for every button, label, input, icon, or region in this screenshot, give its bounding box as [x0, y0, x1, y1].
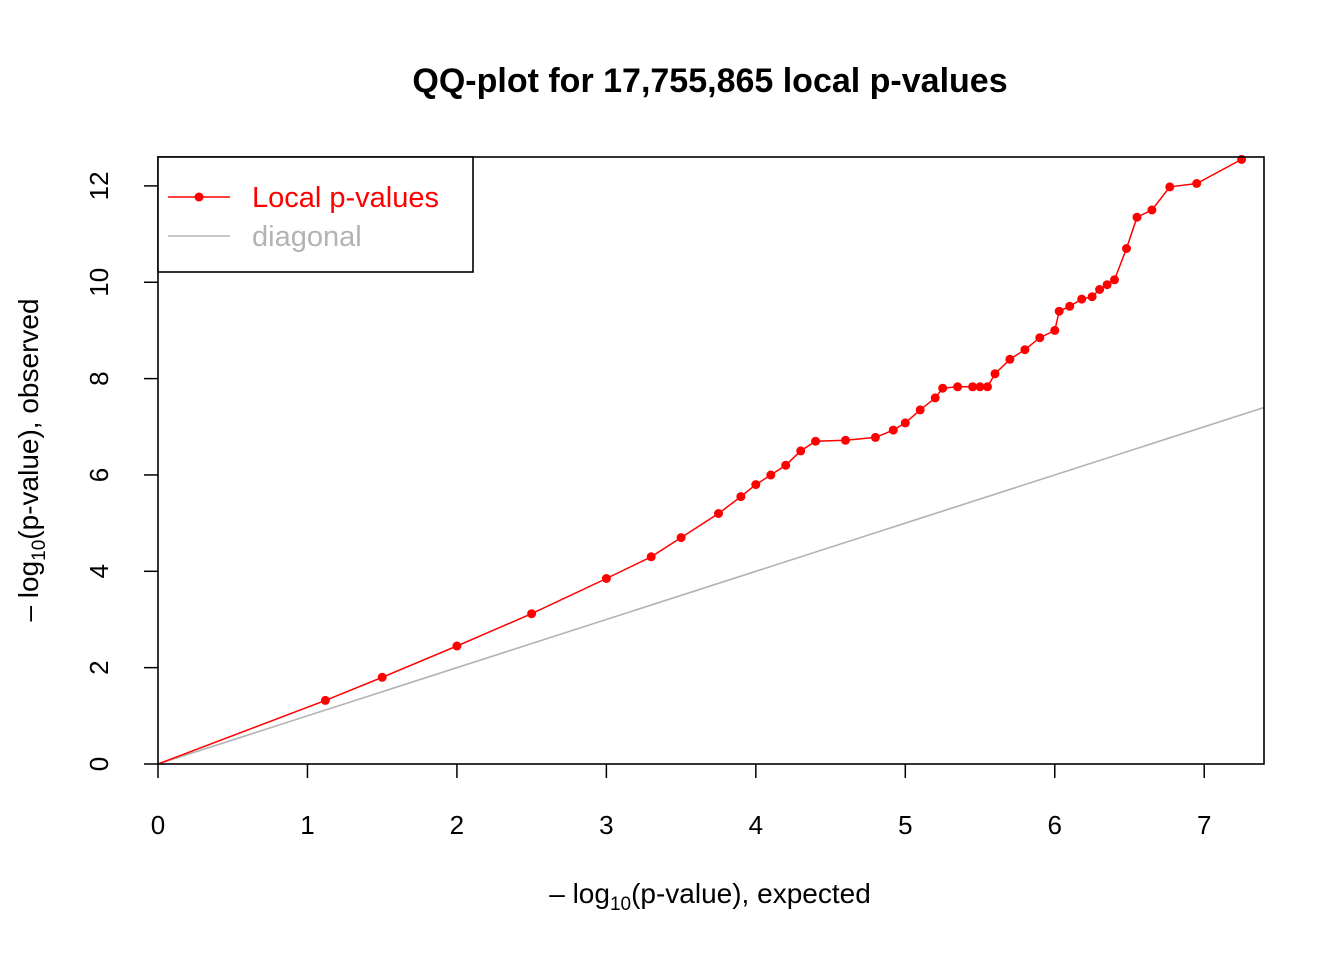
- observed-point: [1110, 275, 1119, 285]
- y-tick-label: 12: [84, 171, 114, 200]
- observed-point: [1005, 354, 1015, 364]
- plot-area: [157, 154, 1265, 765]
- observed-point: [1035, 333, 1045, 343]
- x-tick-label: 5: [898, 810, 912, 840]
- legend-observed-marker: [194, 192, 204, 202]
- x-tick-label: 3: [599, 810, 613, 840]
- legend-diagonal-label: diagonal: [252, 221, 362, 253]
- observed-point: [1050, 325, 1060, 335]
- x-axis: 0 1 2 3 4 5 6 7: [151, 764, 1211, 840]
- chart-title: QQ-plot for 17,755,865 local p-values: [412, 62, 1007, 100]
- observed-point: [676, 533, 686, 543]
- observed-point: [452, 641, 462, 651]
- observed-point: [983, 382, 992, 392]
- y-tick-label: 0: [84, 757, 114, 771]
- observed-point: [1020, 345, 1030, 355]
- observed-point: [1077, 294, 1087, 304]
- observed-point: [870, 432, 880, 442]
- observed-point: [781, 460, 791, 470]
- observed-point: [1054, 306, 1064, 316]
- y-tick-label: 2: [84, 660, 114, 674]
- legend-box: [157, 156, 474, 273]
- observed-point: [527, 609, 537, 619]
- observed-point: [320, 695, 330, 705]
- x-tick-label: 0: [151, 810, 165, 840]
- observed-point: [1165, 182, 1175, 192]
- y-tick-label: 4: [84, 564, 114, 578]
- y-axis-label: – log10(p-value), observed: [13, 298, 50, 621]
- observed-point: [968, 382, 978, 392]
- x-tick-label: 1: [300, 810, 314, 840]
- observed-point: [841, 435, 850, 445]
- observed-point: [938, 383, 948, 393]
- x-tick-label: 7: [1197, 810, 1211, 840]
- observed-point: [796, 446, 806, 456]
- y-tick-label: 8: [84, 371, 114, 385]
- x-axis-label: – log10(p-value), expected: [549, 878, 871, 915]
- observed-point: [1087, 292, 1097, 302]
- x-tick-label: 4: [749, 810, 763, 840]
- observed-point: [975, 382, 985, 392]
- observed-point: [766, 470, 776, 480]
- observed-point: [1102, 280, 1112, 290]
- observed-point: [953, 382, 963, 392]
- observed-point: [601, 574, 611, 583]
- y-tick-label: 6: [84, 468, 114, 482]
- x-tick-label: 6: [1048, 810, 1062, 840]
- x-tick-label: 2: [450, 810, 464, 840]
- observed-point: [1147, 205, 1157, 215]
- observed-point: [377, 672, 387, 682]
- legend-observed-label: Local p-values: [252, 182, 439, 214]
- observed-point: [990, 369, 1000, 379]
- observed-point: [1095, 285, 1105, 294]
- legend: Local p-values diagonal: [157, 156, 474, 273]
- observed-point: [751, 480, 761, 490]
- y-tick-label: 10: [84, 268, 114, 297]
- plot-frame: [157, 156, 1265, 765]
- observed-point: [1122, 244, 1131, 253]
- observed-point: [1132, 212, 1142, 222]
- observed-point: [646, 552, 656, 562]
- y-axis: 0 2 4 6 8 10 12: [84, 171, 158, 771]
- observed-point: [1192, 179, 1202, 188]
- observed-point: [915, 405, 925, 415]
- observed-point: [900, 418, 910, 428]
- observed-point: [930, 393, 940, 403]
- observed-point: [888, 425, 898, 435]
- observed-point: [811, 436, 821, 446]
- observed-point: [736, 492, 746, 502]
- observed-point: [1065, 301, 1075, 311]
- observed-point: [714, 509, 723, 518]
- diagonal-line: [157, 406, 1265, 765]
